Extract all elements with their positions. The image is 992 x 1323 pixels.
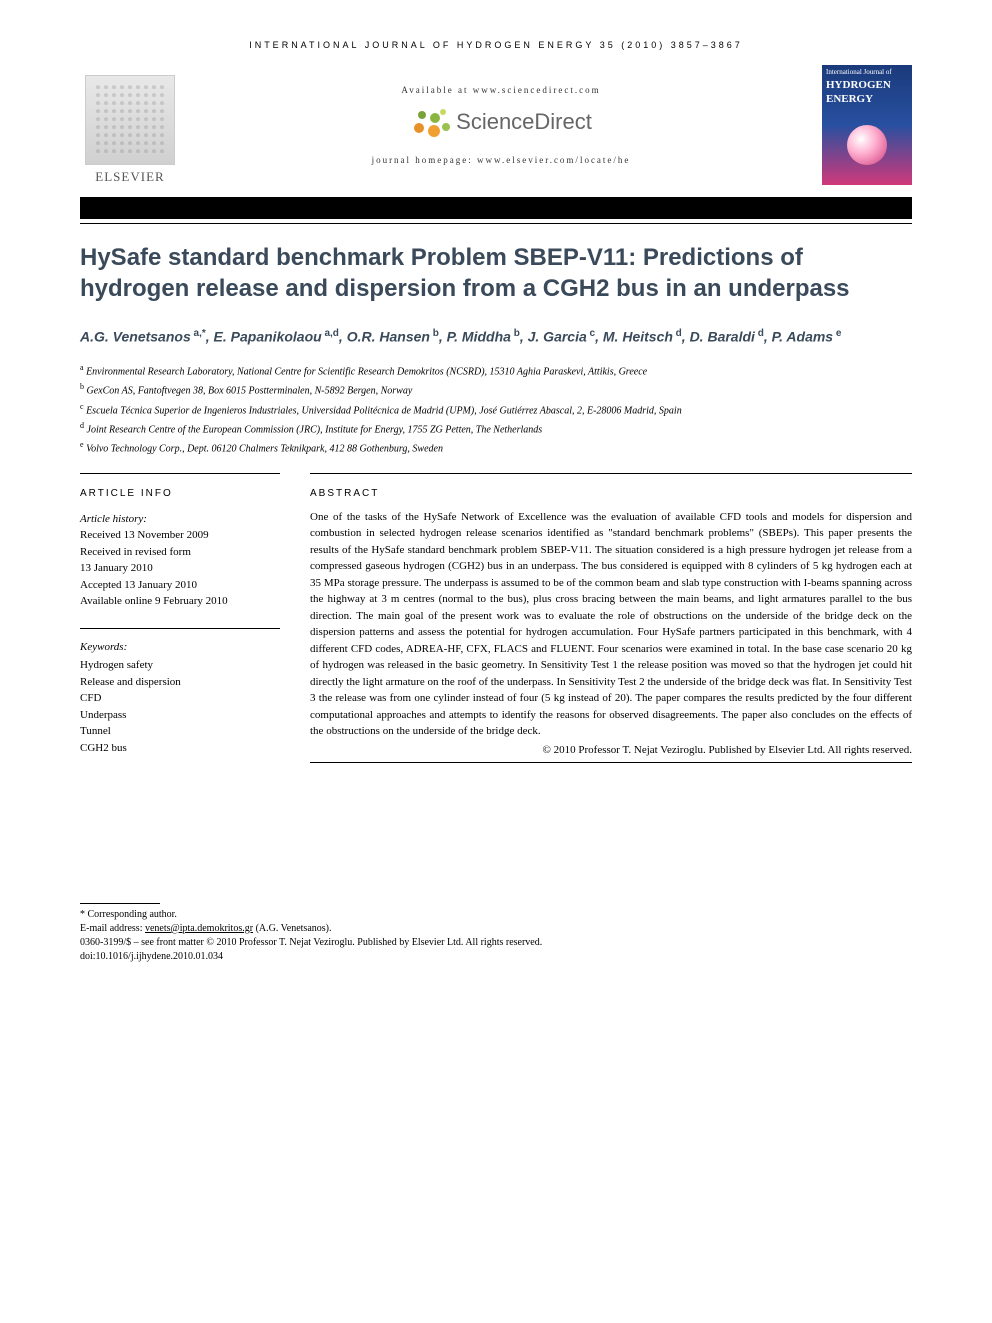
center-header: Available at www.sciencedirect.com Scien… [180, 85, 822, 165]
authors: A.G. Venetsanos a,*, E. Papanikolaou a,d… [80, 326, 912, 348]
keyword: Underpass [80, 707, 280, 724]
affiliation-line: c Escuela Técnica Superior de Ingenieros… [80, 401, 912, 418]
journal-cover-thumbnail: International Journal of HYDROGEN ENERGY [822, 65, 912, 185]
cover-line2: HYDROGEN [826, 79, 908, 91]
affiliation-line: e Volvo Technology Corp., Dept. 06120 Ch… [80, 439, 912, 456]
elsevier-text: ELSEVIER [95, 169, 164, 185]
sd-dot-icon [442, 123, 450, 131]
doi: doi:10.1016/j.ijhydene.2010.01.034 [80, 950, 912, 964]
affiliation-line: d Joint Research Centre of the European … [80, 420, 912, 437]
info-divider [80, 628, 280, 629]
issn-line: 0360-3199/$ – see front matter © 2010 Pr… [80, 936, 912, 950]
title-bar [80, 197, 912, 219]
abstract-column: ABSTRACT One of the tasks of the HySafe … [310, 473, 912, 763]
article-history: Article history: Received 13 November 20… [80, 511, 280, 610]
email-author: (A.G. Venetsanos). [253, 923, 331, 934]
abstract-bottom-divider [310, 762, 912, 763]
history-line: Accepted 13 January 2010 [80, 577, 280, 594]
history-line: Received in revised form [80, 544, 280, 561]
corresponding-author: * Corresponding author. [80, 908, 912, 922]
elsevier-tree-icon [85, 75, 175, 165]
cover-line1: International Journal of [826, 69, 908, 77]
journal-reference: INTERNATIONAL JOURNAL OF HYDROGEN ENERGY… [80, 40, 912, 50]
affiliation-line: b GexCon AS, Fantoftvegen 38, Box 6015 P… [80, 381, 912, 398]
title-underline [80, 223, 912, 224]
abstract-text: One of the tasks of the HySafe Network o… [310, 509, 912, 740]
header-row: ELSEVIER Available at www.sciencedirect.… [80, 65, 912, 185]
keyword: CFD [80, 690, 280, 707]
keyword: Tunnel [80, 723, 280, 740]
sd-dot-icon [418, 111, 426, 119]
keywords-block: Keywords: Hydrogen safetyRelease and dis… [80, 639, 280, 757]
cover-line3: ENERGY [826, 93, 908, 105]
footer-divider [80, 903, 160, 904]
article-title: HySafe standard benchmark Problem SBEP-V… [80, 242, 912, 304]
sciencedirect-logo: ScienceDirect [180, 107, 822, 137]
email-line: E-mail address: venets@ipta.demokritos.g… [80, 922, 912, 936]
elsevier-logo: ELSEVIER [80, 65, 180, 185]
cover-graphic-icon [847, 125, 887, 165]
history-label: Article history: [80, 511, 280, 528]
footer: * Corresponding author. E-mail address: … [80, 903, 912, 964]
sd-dot-icon [428, 125, 440, 137]
keywords-label: Keywords: [80, 639, 280, 656]
abstract-heading: ABSTRACT [310, 488, 912, 499]
email-label: E-mail address: [80, 923, 145, 934]
sd-dot-icon [440, 109, 446, 115]
history-line: 13 January 2010 [80, 560, 280, 577]
journal-homepage: journal homepage: www.elsevier.com/locat… [180, 155, 822, 165]
history-line: Received 13 November 2009 [80, 527, 280, 544]
history-line: Available online 9 February 2010 [80, 593, 280, 610]
keyword: Hydrogen safety [80, 657, 280, 674]
sd-dot-icon [430, 113, 440, 123]
available-at: Available at www.sciencedirect.com [180, 85, 822, 95]
email-link[interactable]: venets@ipta.demokritos.gr [145, 923, 253, 934]
sciencedirect-text: ScienceDirect [456, 109, 592, 135]
article-info-column: ARTICLE INFO Article history: Received 1… [80, 473, 280, 763]
affiliations: a Environmental Research Laboratory, Nat… [80, 362, 912, 457]
affiliation-line: a Environmental Research Laboratory, Nat… [80, 362, 912, 379]
keyword: CGH2 bus [80, 740, 280, 757]
article-info-heading: ARTICLE INFO [80, 488, 280, 499]
sciencedirect-dots-icon [410, 107, 450, 137]
copyright: © 2010 Professor T. Nejat Veziroglu. Pub… [310, 744, 912, 756]
sd-dot-icon [414, 123, 424, 133]
keyword: Release and dispersion [80, 674, 280, 691]
